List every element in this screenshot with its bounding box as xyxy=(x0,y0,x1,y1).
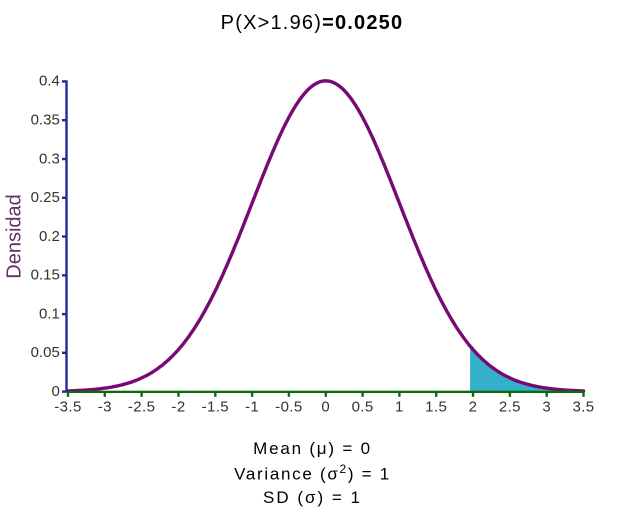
svg-text:3.5: 3.5 xyxy=(572,398,594,415)
svg-text:-0.5: -0.5 xyxy=(275,398,302,415)
svg-text:0.4: 0.4 xyxy=(39,73,60,90)
svg-text:0.15: 0.15 xyxy=(31,267,60,284)
svg-text:0.25: 0.25 xyxy=(31,189,60,206)
svg-text:0.35: 0.35 xyxy=(31,112,60,129)
svg-text:2: 2 xyxy=(469,398,478,415)
svg-text:1: 1 xyxy=(395,398,404,415)
svg-text:Densidad: Densidad xyxy=(4,194,26,279)
svg-text:2.5: 2.5 xyxy=(499,398,521,415)
svg-text:1.5: 1.5 xyxy=(425,398,447,415)
svg-text:0.1: 0.1 xyxy=(39,305,60,322)
svg-text:-3: -3 xyxy=(98,398,112,415)
svg-text:-3.5: -3.5 xyxy=(54,398,81,415)
svg-text:-1.5: -1.5 xyxy=(202,398,229,415)
svg-text:0.05: 0.05 xyxy=(31,344,60,361)
svg-text:0.3: 0.3 xyxy=(39,150,60,167)
svg-text:-1: -1 xyxy=(245,398,259,415)
svg-text:3: 3 xyxy=(542,398,551,415)
svg-text:0: 0 xyxy=(321,398,330,415)
svg-text:0.5: 0.5 xyxy=(352,398,374,415)
svg-text:-2.5: -2.5 xyxy=(128,398,155,415)
svg-text:0: 0 xyxy=(51,383,59,400)
svg-text:-2: -2 xyxy=(171,398,185,415)
svg-text:0.2: 0.2 xyxy=(39,228,60,245)
